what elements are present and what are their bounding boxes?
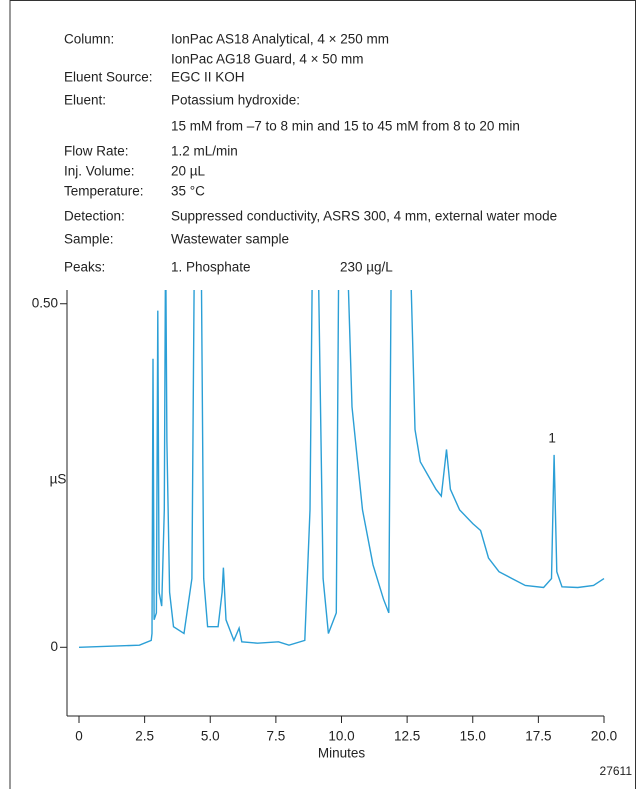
frame — [9, 0, 636, 789]
peak-name: 1. Phosphate — [171, 260, 251, 275]
x-tick-label: 7.5 — [266, 729, 285, 744]
x-tick-label: 17.5 — [525, 729, 551, 744]
condition-value: Wastewater sample — [171, 232, 289, 247]
y-tick-label: 0.50 — [32, 295, 58, 310]
x-tick-label: 10.0 — [328, 729, 354, 744]
y-tick-label: 0 — [50, 639, 58, 654]
condition-value: 35 °C — [171, 184, 205, 199]
condition-label: Column: — [64, 32, 114, 47]
condition-value: Suppressed conductivity, ASRS 300, 4 mm,… — [171, 209, 557, 224]
condition-label: Flow Rate: — [64, 144, 129, 159]
condition-label: Inj. Volume: — [64, 164, 135, 179]
peaks-label: Peaks: — [64, 260, 105, 275]
peak-label: 1 — [548, 430, 556, 445]
condition-value: 1.2 mL/min — [171, 144, 238, 159]
x-tick-label: 15.0 — [460, 729, 486, 744]
x-tick-label: 20.0 — [591, 729, 617, 744]
condition-value: 15 mM from –7 to 8 min and 15 to 45 mM f… — [171, 119, 520, 134]
condition-label: Sample: — [64, 232, 114, 247]
condition-value: IonPac AS18 Analytical, 4 × 250 mm — [171, 32, 389, 47]
condition-value: 20 µL — [171, 164, 206, 179]
x-tick-label: 2.5 — [135, 729, 154, 744]
condition-label: Temperature: — [64, 184, 144, 199]
condition-value: EGC II KOH — [171, 70, 245, 85]
x-tick-label: 0 — [75, 729, 83, 744]
condition-value: Potassium hydroxide: — [171, 93, 300, 108]
y-axis-label: µS — [50, 472, 67, 487]
figure-id: 27611 — [600, 764, 633, 778]
peak-amount: 230 µg/L — [340, 260, 393, 275]
condition-label: Eluent Source: — [64, 70, 153, 85]
trace — [78, 290, 605, 648]
condition-label: Detection: — [64, 209, 125, 224]
x-tick-label: 5.0 — [201, 729, 220, 744]
condition-label: Eluent: — [64, 93, 106, 108]
x-axis-label: Minutes — [318, 746, 366, 761]
condition-value: IonPac AG18 Guard, 4 × 50 mm — [171, 52, 363, 67]
x-tick-label: 12.5 — [394, 729, 420, 744]
